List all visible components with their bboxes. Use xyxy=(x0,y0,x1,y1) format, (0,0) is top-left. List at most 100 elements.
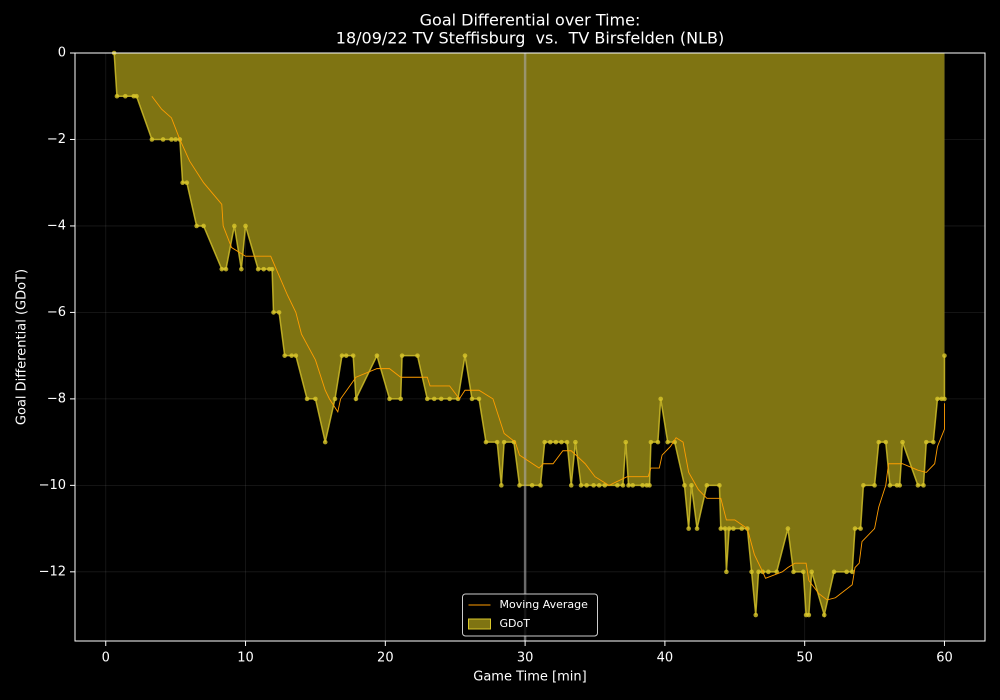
data-point xyxy=(704,483,710,488)
data-point xyxy=(353,396,359,402)
data-point xyxy=(173,137,178,142)
data-point xyxy=(269,266,275,272)
data-point xyxy=(149,137,155,142)
data-point xyxy=(304,396,310,402)
data-point xyxy=(289,353,294,358)
data-point xyxy=(717,483,722,488)
x-tick-label: 40 xyxy=(657,651,674,666)
data-point xyxy=(538,483,543,488)
legend-swatch xyxy=(468,618,491,630)
data-point xyxy=(861,483,866,488)
data-point xyxy=(223,266,229,272)
x-tick-label: 50 xyxy=(796,651,813,666)
data-point xyxy=(844,569,849,575)
data-point xyxy=(831,569,837,575)
y-tick-label: −12 xyxy=(39,564,66,579)
area-fill xyxy=(114,53,945,616)
data-point xyxy=(350,353,356,358)
data-point xyxy=(930,439,936,445)
data-point xyxy=(739,526,745,531)
data-point xyxy=(852,526,858,531)
x-tick-label: 10 xyxy=(237,651,254,666)
data-point xyxy=(915,483,921,488)
data-point xyxy=(160,137,166,142)
data-point xyxy=(809,569,814,575)
data-point xyxy=(194,223,199,229)
data-point xyxy=(718,526,724,531)
data-point xyxy=(559,439,564,445)
data-point xyxy=(201,223,206,229)
data-point xyxy=(800,569,806,575)
data-point xyxy=(591,483,596,488)
data-point xyxy=(293,353,299,358)
x-tick-label: 0 xyxy=(102,651,110,666)
data-point xyxy=(529,483,535,488)
data-point xyxy=(897,483,903,488)
data-point xyxy=(232,223,237,229)
data-point xyxy=(180,180,185,186)
data-point xyxy=(184,180,190,186)
data-point xyxy=(602,483,608,488)
data-point xyxy=(438,396,444,402)
data-point xyxy=(483,439,489,445)
data-point xyxy=(900,439,905,445)
data-point xyxy=(339,353,345,358)
data-point xyxy=(791,569,796,575)
data-point xyxy=(415,353,420,358)
data-point xyxy=(821,612,827,618)
y-tick-label: 0 xyxy=(58,46,66,61)
data-point xyxy=(455,396,461,402)
data-point xyxy=(219,266,225,272)
data-point xyxy=(753,612,759,618)
data-point xyxy=(658,396,663,402)
data-point xyxy=(255,266,261,272)
data-point xyxy=(726,526,732,531)
data-point xyxy=(766,569,771,575)
data-point xyxy=(942,396,947,402)
data-point xyxy=(584,483,589,488)
data-point xyxy=(883,439,889,445)
data-point xyxy=(261,266,267,272)
data-point xyxy=(374,353,380,358)
data-point xyxy=(630,483,636,488)
data-point xyxy=(322,439,328,445)
data-point xyxy=(243,223,248,229)
data-point xyxy=(872,483,877,488)
data-point xyxy=(689,483,694,488)
data-point xyxy=(615,483,620,488)
y-tick-label: −10 xyxy=(39,478,66,493)
data-point xyxy=(169,137,174,142)
data-point xyxy=(806,612,812,618)
data-point xyxy=(511,439,517,445)
data-point xyxy=(499,483,504,488)
data-point xyxy=(655,439,661,445)
y-tick-label: −2 xyxy=(47,132,66,147)
data-point xyxy=(785,526,791,531)
moving-average-line xyxy=(151,95,945,601)
data-point xyxy=(494,439,500,445)
data-point xyxy=(724,569,729,575)
data-point xyxy=(623,439,629,445)
chart-title: Goal Differential over Time: xyxy=(420,11,641,30)
data-point xyxy=(686,526,691,531)
data-point xyxy=(887,483,893,488)
data-point xyxy=(568,483,574,488)
data-point xyxy=(694,526,700,531)
data-point xyxy=(123,93,128,99)
data-point xyxy=(774,569,780,575)
data-point xyxy=(756,569,761,575)
data-point xyxy=(564,439,570,445)
x-tick-label: 30 xyxy=(517,651,534,666)
data-point xyxy=(935,396,940,402)
data-point xyxy=(332,396,338,402)
data-point xyxy=(462,353,468,358)
data-point xyxy=(447,396,452,402)
data-point xyxy=(469,396,475,402)
x-tick-label: 60 xyxy=(936,651,953,666)
data-point xyxy=(596,483,602,488)
data-point xyxy=(282,353,287,358)
data-point xyxy=(114,93,120,99)
legend-label: Moving Average xyxy=(500,598,589,611)
chart-subtitle: 18/09/22 TV Steffisburg vs. TV Birsfelde… xyxy=(336,29,724,48)
plot-frame xyxy=(74,52,986,642)
